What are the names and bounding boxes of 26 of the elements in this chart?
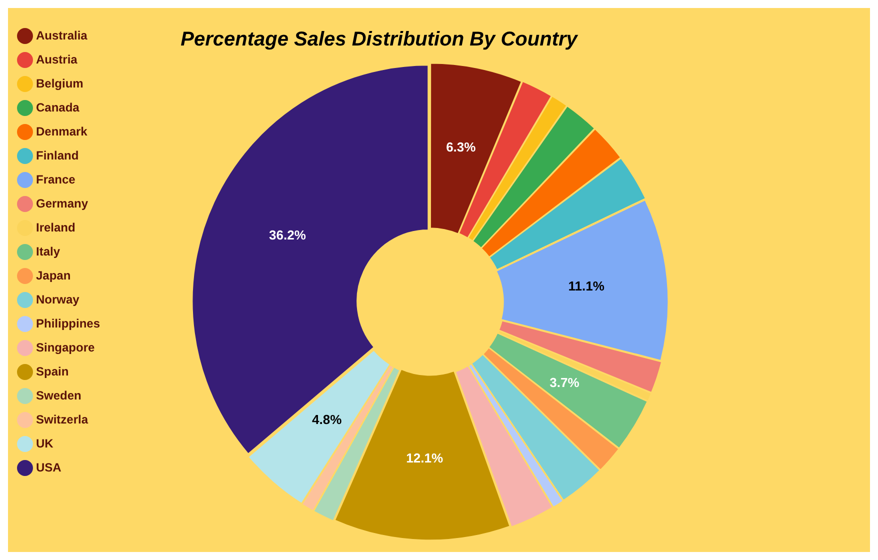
legend-label: Singapore	[36, 340, 95, 354]
legend-label: Canada	[36, 100, 80, 114]
legend-label: USA	[36, 460, 62, 474]
legend-label: Ireland	[36, 220, 76, 234]
legend-label: Finland	[36, 148, 79, 162]
data-label: 36.2%	[269, 228, 306, 243]
data-label: 11.1%	[568, 278, 605, 294]
data-label: 4.8%	[312, 412, 342, 428]
legend-label: Belgium	[36, 76, 84, 90]
legend-label: Philippines	[36, 316, 100, 330]
legend-label: Australia	[36, 28, 88, 42]
legend-label: UK	[36, 436, 54, 450]
legend-label: Japan	[36, 268, 71, 282]
legend-label: Switzerla	[36, 412, 88, 426]
legend-label: Spain	[36, 364, 69, 378]
legend-label: Norway	[36, 292, 80, 306]
data-label: 12.1%	[406, 450, 444, 466]
legend-label: Italy	[36, 244, 60, 258]
legend-label: Germany	[36, 196, 88, 210]
chart-title: Percentage Sales Distribution By Country	[180, 28, 578, 51]
legend-label: France	[36, 172, 76, 186]
data-label: 6.3%	[446, 140, 476, 155]
legend-label: Sweden	[36, 388, 82, 402]
legend-label: Austria	[36, 52, 78, 66]
data-label: 3.7%	[550, 374, 580, 390]
legend-label: Denmark	[36, 124, 88, 138]
